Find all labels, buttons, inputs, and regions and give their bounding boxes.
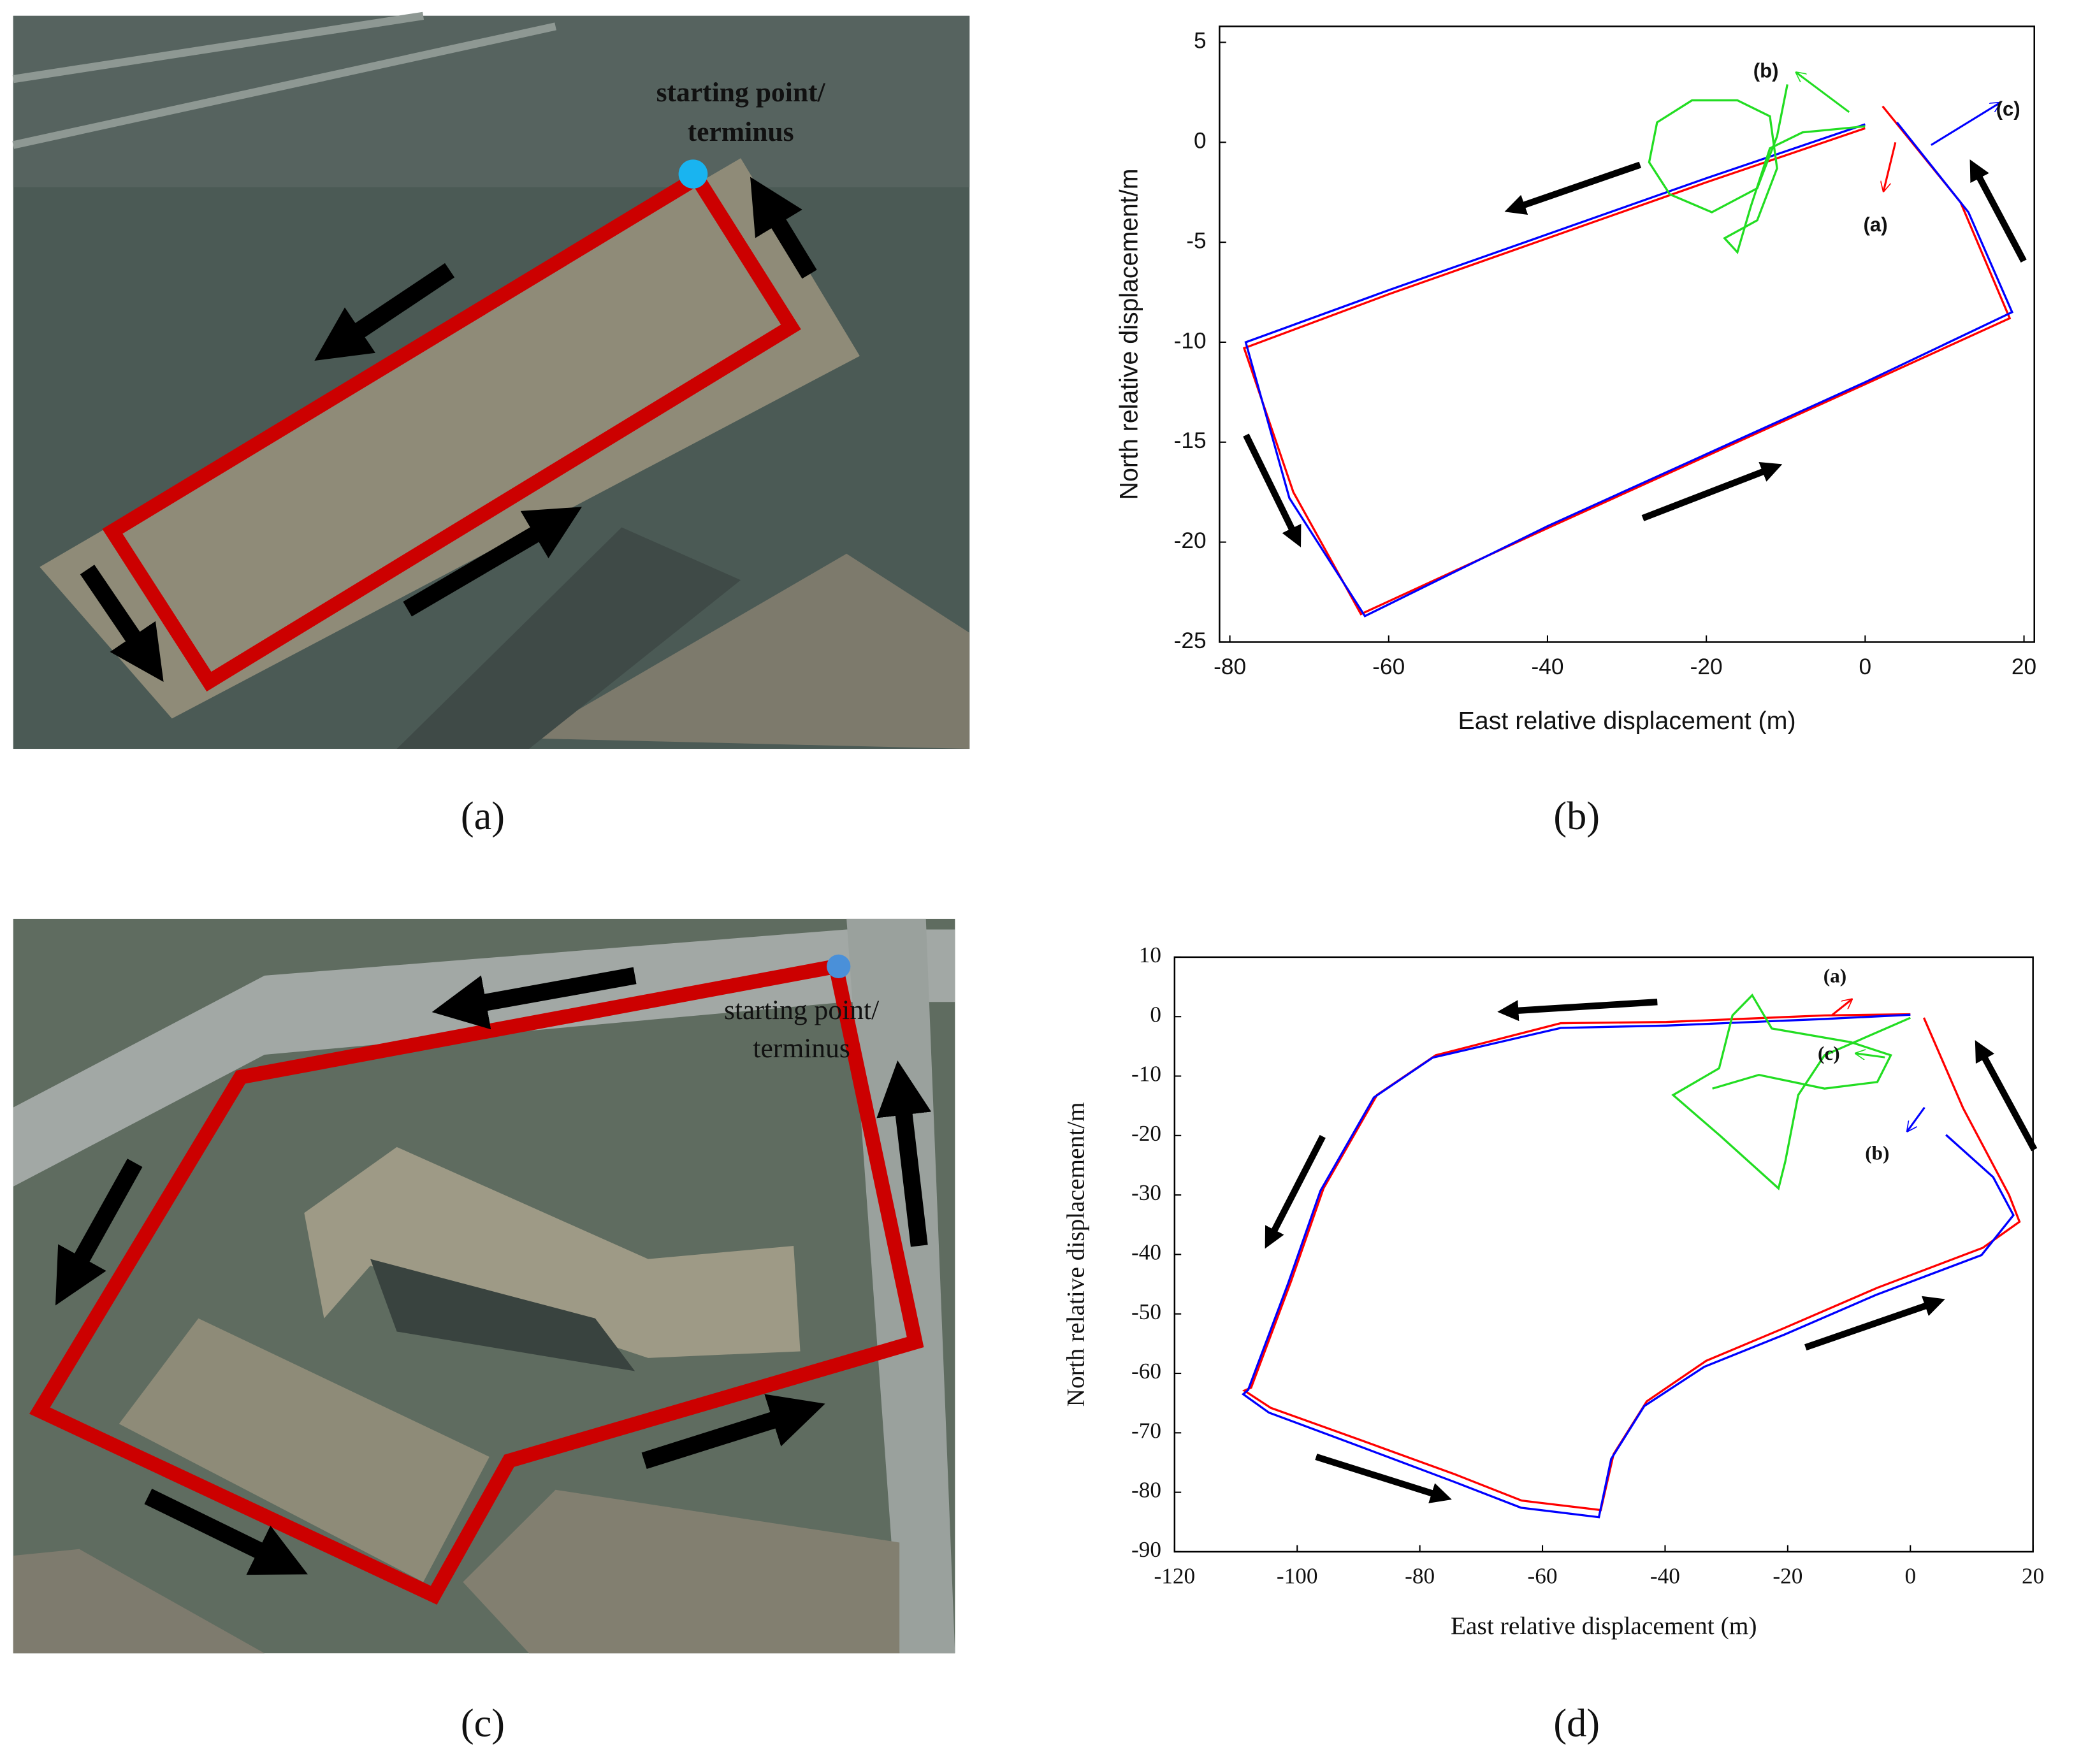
trajectory [1648, 84, 1866, 255]
x-tick-label: -80 [1214, 654, 1246, 679]
x-tick-label: -120 [1154, 1563, 1195, 1588]
y-tick-label: -20 [1174, 528, 1207, 553]
y-tick-label: -80 [1131, 1478, 1161, 1503]
x-tick-label: 0 [1859, 654, 1872, 679]
y-tick-label: -5 [1186, 228, 1206, 253]
panel-label: (d) [1553, 1702, 1600, 1745]
image-label: terminus [753, 1033, 850, 1064]
x-tick-label: -20 [1773, 1563, 1802, 1588]
annotation: (a) [1824, 965, 1846, 987]
y-tick-label: 0 [1150, 1002, 1161, 1027]
trajectory [1244, 121, 2014, 618]
image-label: starting point/ [656, 77, 826, 108]
panel-label: (a) [461, 795, 505, 838]
x-tick-label: -80 [1405, 1563, 1435, 1588]
plot: -120 -100 -80 -60 -40 -20 0 20 10 0 -10 -20 -30 -40 -5… [1061, 943, 2044, 1640]
plots: -80 -60 -40 -20 0 20 5 0 -5 -10 -15 -20 -25 East rela… [1061, 25, 2044, 1640]
satellite-image-c: starting point/ terminus [13, 918, 955, 1654]
x-tick-label: -100 [1277, 1563, 1318, 1588]
y-tick-label: -20 [1131, 1121, 1161, 1146]
y-tick-label: -10 [1131, 1062, 1161, 1087]
plot: -80 -60 -40 -20 0 20 5 0 -5 -10 -15 -20 -25 East rela… [1115, 25, 2036, 735]
image-label: starting point/ [724, 995, 880, 1025]
x-axis-label: East relative displacement (m) [1458, 707, 1795, 735]
satellite-image-a: starting point/ terminus [12, 11, 970, 749]
y-tick-label: -70 [1131, 1418, 1161, 1443]
y-tick-label: -15 [1174, 428, 1207, 453]
image-label: terminus [688, 117, 794, 147]
annotation: (a) [1864, 213, 1888, 236]
plot-frame [1219, 25, 2035, 643]
y-tick-label: -50 [1131, 1299, 1161, 1324]
annotation: (c) [1818, 1042, 1840, 1064]
y-tick-label: -90 [1131, 1537, 1161, 1562]
annotation: (c) [1996, 98, 2020, 120]
trajectory [1671, 993, 1911, 1190]
x-tick-label: -60 [1528, 1563, 1558, 1588]
annotation: (b) [1753, 60, 1779, 82]
y-tick-label: 5 [1194, 29, 1207, 54]
direction-arrows [1243, 159, 2038, 1503]
trajectory [1242, 105, 2012, 616]
x-tick-label: 20 [2012, 654, 2036, 679]
x-tick-label: -20 [1690, 654, 1723, 679]
panel-label: (b) [1553, 795, 1600, 838]
y-tick-label: 10 [1139, 943, 1161, 967]
x-tick-label: -40 [1650, 1563, 1680, 1588]
y-tick-label: -10 [1174, 328, 1207, 353]
x-tick-label: -60 [1372, 654, 1405, 679]
y-tick-label: -25 [1174, 628, 1207, 653]
sensor-arrows [1796, 73, 2000, 1131]
y-axis-label: North relative displacement/m [1115, 169, 1143, 500]
x-axis-label: East relative displacement (m) [1451, 1612, 1757, 1640]
trajectory [1242, 1013, 2021, 1512]
plot-frame [1173, 956, 2034, 1553]
y-tick-label: -60 [1131, 1359, 1161, 1384]
y-tick-label: 0 [1194, 129, 1207, 154]
y-axis-label: North relative displacement/m [1061, 1102, 1089, 1406]
trajectory [1241, 1013, 2015, 1519]
panel-label: (c) [461, 1702, 505, 1745]
x-tick-label: -40 [1531, 654, 1563, 679]
annotation: (b) [1865, 1142, 1889, 1164]
x-tick-label: 0 [1904, 1563, 1916, 1588]
y-tick-label: -30 [1131, 1180, 1161, 1205]
x-tick-label: 20 [2022, 1563, 2044, 1588]
y-tick-label: -40 [1131, 1240, 1161, 1265]
